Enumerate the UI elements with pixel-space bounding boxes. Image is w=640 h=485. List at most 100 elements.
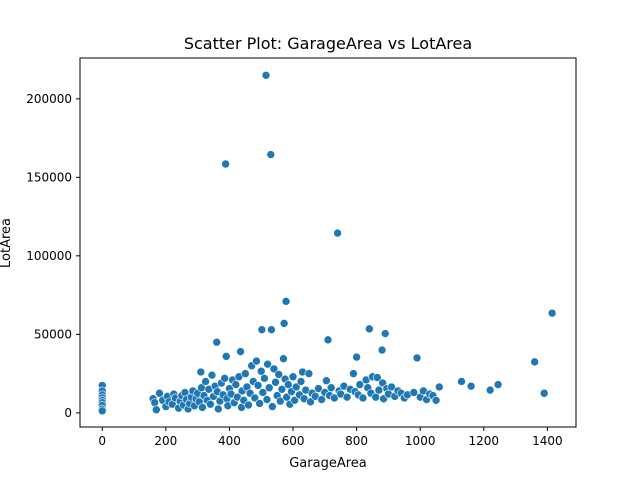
- scatter-point: [485, 385, 495, 395]
- scatter-point: [207, 370, 217, 380]
- scatter-point: [283, 380, 293, 389]
- scatter-point: [374, 385, 384, 395]
- scatter-point: [377, 345, 387, 355]
- scatter-point: [317, 395, 326, 404]
- scatter-point: [431, 396, 441, 405]
- scatter-point: [214, 404, 223, 414]
- scatter-point: [256, 366, 266, 376]
- scatter-point: [261, 70, 271, 80]
- scatter-point: [365, 324, 374, 334]
- scatter-point: [352, 352, 361, 362]
- x-tick-label: 200: [154, 434, 177, 448]
- scatter-point: [196, 367, 206, 377]
- scatter-point: [198, 403, 207, 412]
- scatter-point: [258, 388, 268, 397]
- scatter-point: [221, 352, 231, 361]
- scatter-point: [530, 357, 539, 367]
- y-tick-label: 0: [64, 406, 72, 420]
- scatter-point: [387, 382, 396, 392]
- scatter-point: [152, 405, 161, 415]
- y-tick-label: 100000: [26, 249, 72, 263]
- scatter-point: [269, 364, 279, 374]
- scatter-point: [267, 325, 276, 334]
- scatter-point: [250, 393, 260, 403]
- scatter-point: [244, 400, 253, 410]
- x-tick-label: 1400: [532, 434, 563, 448]
- scatter-point: [547, 308, 557, 318]
- scatter-point: [212, 337, 222, 347]
- scatter-point: [330, 393, 339, 403]
- scatter-point: [277, 385, 287, 394]
- scatter-point: [314, 384, 323, 393]
- scatter-point: [201, 377, 210, 386]
- scatter-point: [241, 369, 250, 378]
- scatter-point: [333, 228, 342, 238]
- scatter-point: [342, 392, 352, 402]
- chart-title: Scatter Plot: GarageArea vs LotArea: [184, 34, 472, 53]
- scatter-point: [279, 354, 288, 364]
- scatter-point: [457, 377, 466, 386]
- x-tick-label: 800: [345, 434, 368, 448]
- scatter-point: [539, 388, 549, 398]
- scatter-point: [279, 319, 289, 328]
- scatter-point: [274, 370, 284, 379]
- scatter-point: [255, 399, 264, 408]
- y-tick-label: 200000: [26, 92, 72, 106]
- scatter-point: [296, 377, 306, 386]
- scatter-point: [281, 297, 291, 306]
- scatter-point: [231, 380, 241, 389]
- y-tick-label: 150000: [26, 170, 72, 184]
- scatter-point: [412, 353, 422, 363]
- scatter-point: [349, 369, 358, 378]
- scatter-point: [291, 382, 301, 392]
- scatter-point: [260, 374, 269, 383]
- scatter-point: [306, 397, 315, 407]
- scatter-point: [355, 380, 365, 389]
- points-layer: [97, 70, 557, 416]
- scatter-point: [380, 329, 390, 338]
- scatter-point: [288, 372, 298, 382]
- scatter-point: [268, 402, 277, 411]
- scatter-point: [493, 380, 503, 389]
- scatter-point: [155, 388, 164, 398]
- scatter-point: [206, 399, 215, 409]
- scatter-point: [434, 382, 444, 392]
- scatter-point: [262, 395, 272, 404]
- scatter-point: [150, 398, 160, 407]
- plot-frame: [79, 57, 577, 428]
- scatter-point: [304, 369, 314, 378]
- scatter-point: [220, 374, 229, 383]
- scatter-point: [221, 159, 230, 169]
- scatter-point: [282, 392, 291, 402]
- scatter-point: [263, 359, 272, 369]
- y-axis-label: LotArea: [0, 218, 14, 268]
- x-tick-label: 1000: [405, 434, 436, 448]
- scatter-point: [323, 335, 333, 345]
- scatter-point: [236, 347, 245, 356]
- scatter-point: [271, 377, 280, 387]
- x-axis-ticks: 0 200 400 600 800 1000 1200 1400: [98, 427, 563, 448]
- y-axis-ticks: 0 50000 100000 150000 200000: [26, 92, 80, 420]
- scatter-point: [257, 325, 267, 334]
- scatter-point: [97, 406, 107, 416]
- scatter-point: [322, 376, 331, 385]
- scatter-point: [276, 396, 285, 406]
- scatter-point: [253, 381, 263, 390]
- scatter-point: [266, 150, 276, 159]
- scatter-point: [409, 388, 419, 397]
- scatter-point: [326, 383, 336, 393]
- x-tick-label: 600: [282, 434, 305, 448]
- scatter-point: [466, 381, 476, 391]
- x-tick-label: 400: [218, 434, 241, 448]
- scatter-point: [290, 396, 299, 405]
- y-tick-label: 50000: [34, 327, 72, 341]
- x-tick-label: 0: [98, 434, 106, 448]
- scatter-point: [264, 383, 274, 393]
- scatter-point: [252, 356, 261, 366]
- scatter-point: [372, 373, 382, 382]
- x-tick-label: 1200: [469, 434, 500, 448]
- x-axis-label: GarageArea: [289, 456, 367, 471]
